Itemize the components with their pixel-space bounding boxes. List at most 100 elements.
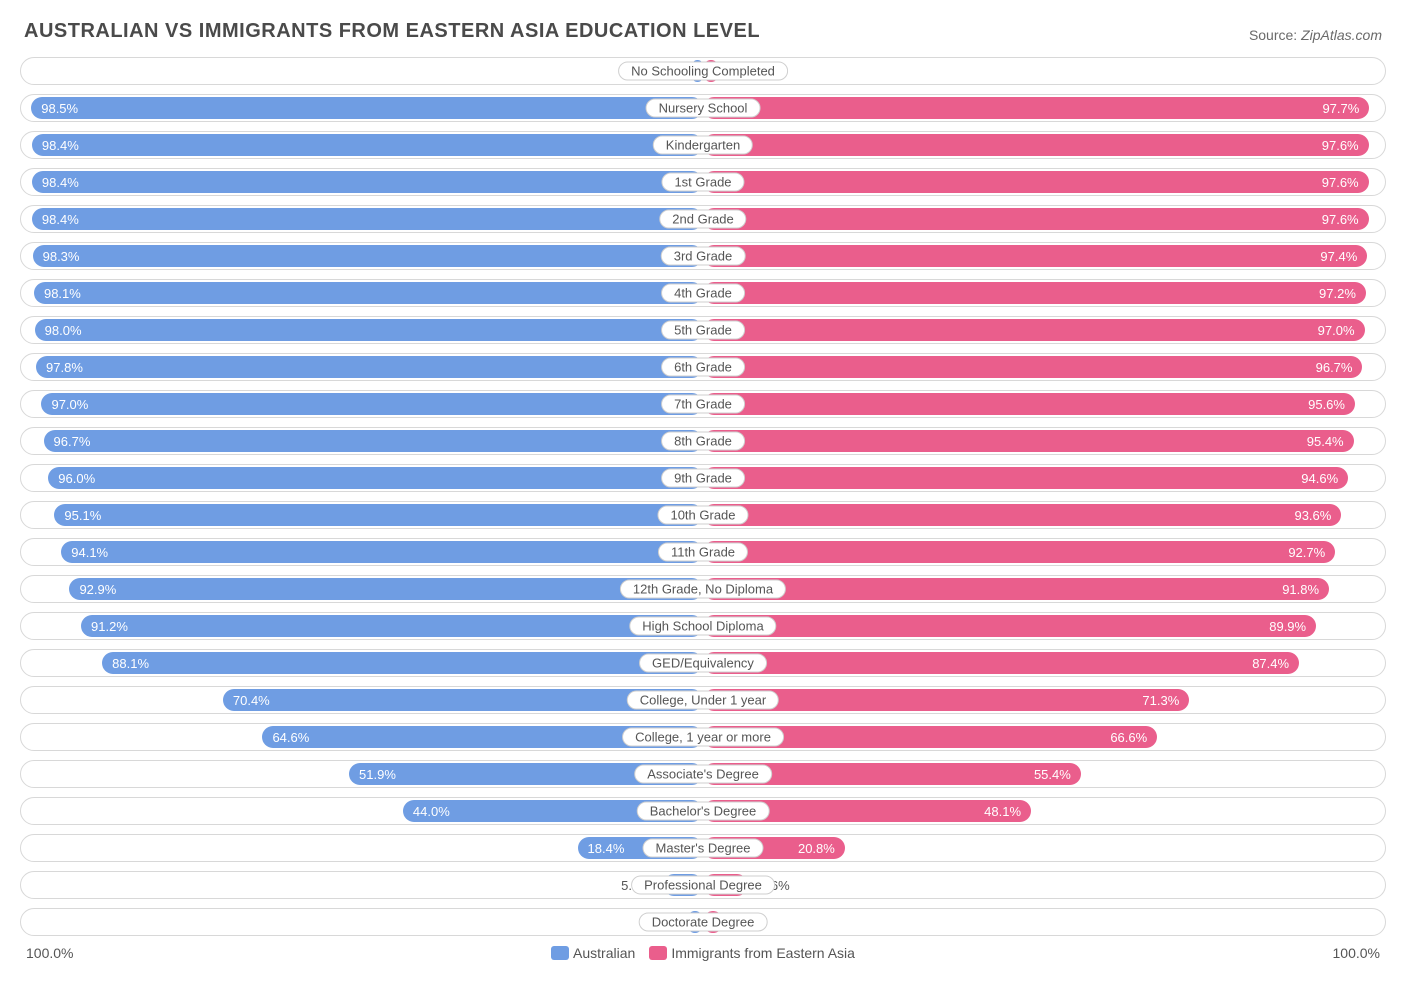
chart-row: 97.0%95.6%7th Grade: [20, 390, 1386, 418]
bar-left: 96.7%: [44, 430, 703, 452]
bar-right: 95.6%: [703, 393, 1355, 415]
bar-right-value: 94.6%: [1291, 471, 1348, 486]
bar-left-value: 18.4%: [578, 841, 635, 856]
category-label: Nursery School: [646, 99, 761, 118]
chart-row: 98.3% 97.4% 3rd Grade: [20, 242, 1386, 270]
bar-left-value: 98.1%: [34, 286, 91, 301]
bar-right: 95.4%: [703, 430, 1354, 452]
chart-row: 97.8% 96.7%6th Grade: [20, 353, 1386, 381]
source-label: Source:: [1249, 27, 1297, 43]
bar-right: 97.7%: [703, 97, 1369, 119]
bar-right: 96.7%: [703, 356, 1362, 378]
chart-row: 91.2% 89.9% High School Diploma: [20, 612, 1386, 640]
bar-right-value: 97.7%: [1312, 101, 1369, 116]
category-label: 4th Grade: [661, 284, 745, 303]
bar-right-value: 97.6%: [1312, 138, 1369, 153]
bar-right-value: 97.0%: [1308, 323, 1365, 338]
chart-header: AUSTRALIAN VS IMMIGRANTS FROM EASTERN AS…: [20, 20, 1386, 43]
category-label: 5th Grade: [661, 321, 745, 340]
legend-label-left: Australian: [573, 945, 635, 961]
chart-row: 5.9%6.6%Professional Degree: [20, 871, 1386, 899]
category-label: 1st Grade: [661, 173, 744, 192]
category-label: 11th Grade: [658, 543, 748, 562]
category-label: College, 1 year or more: [622, 728, 784, 747]
bar-right: 97.6%: [703, 134, 1369, 156]
category-label: No Schooling Completed: [618, 62, 788, 81]
bar-left-value: 70.4%: [223, 693, 280, 708]
chart-row: 96.0%94.6%9th Grade: [20, 464, 1386, 492]
chart-row: 18.4%20.8%Master's Degree: [20, 834, 1386, 862]
category-label: 7th Grade: [661, 395, 745, 414]
bar-right-value: 97.2%: [1309, 286, 1366, 301]
chart-axis: 100.0% Australian Immigrants from Easter…: [20, 945, 1386, 961]
bar-right-value: 87.4%: [1242, 656, 1299, 671]
legend-swatch-left: [551, 946, 569, 960]
bar-right-value: 71.3%: [1132, 693, 1189, 708]
bar-left: 95.1%: [54, 504, 703, 526]
chart-row: 2.4%3.0%Doctorate Degree: [20, 908, 1386, 936]
bar-left-value: 51.9%: [349, 767, 406, 782]
bar-right: 91.8%: [703, 578, 1329, 600]
bar-left: 98.5%: [31, 97, 703, 119]
bar-right: 97.6%: [703, 208, 1369, 230]
bar-right-value: 91.8%: [1272, 582, 1329, 597]
legend-item-right: Immigrants from Eastern Asia: [649, 945, 855, 961]
bar-left-value: 96.0%: [48, 471, 105, 486]
bar-left: 98.4%: [32, 171, 703, 193]
chart-row: 96.7% 95.4% 8th Grade: [20, 427, 1386, 455]
legend-label-right: Immigrants from Eastern Asia: [671, 945, 855, 961]
bar-right-value: 97.6%: [1312, 175, 1369, 190]
category-label: 2nd Grade: [659, 210, 746, 229]
chart-row: 51.9%55.4%Associate's Degree: [20, 760, 1386, 788]
bar-left-value: 98.0%: [35, 323, 92, 338]
bar-left: 98.3%: [33, 245, 703, 267]
bar-left: 97.8%: [36, 356, 703, 378]
bar-right: 97.2%: [703, 282, 1366, 304]
bar-left: 96.0%: [48, 467, 703, 489]
bar-right-value: 97.4%: [1310, 249, 1367, 264]
bar-right: 94.6%: [703, 467, 1348, 489]
bar-left-value: 94.1%: [61, 545, 118, 560]
bar-right-value: 95.4%: [1297, 434, 1354, 449]
category-label: GED/Equivalency: [639, 654, 767, 673]
bar-right-value: 55.4%: [1024, 767, 1081, 782]
category-label: Kindergarten: [653, 136, 753, 155]
chart-row: 98.4% 97.6%2nd Grade: [20, 205, 1386, 233]
bar-left: 98.0%: [35, 319, 703, 341]
chart-row: 98.5% 97.7% Nursery School: [20, 94, 1386, 122]
category-label: Doctorate Degree: [639, 913, 768, 932]
bar-left-value: 88.1%: [102, 656, 159, 671]
bar-left-value: 98.5%: [31, 101, 88, 116]
bar-left: 94.1%: [61, 541, 703, 563]
category-label: 12th Grade, No Diploma: [620, 580, 786, 599]
category-label: 3rd Grade: [661, 247, 746, 266]
category-label: Bachelor's Degree: [637, 802, 770, 821]
chart-row: 92.9% 91.8% 12th Grade, No Diploma: [20, 575, 1386, 603]
category-label: High School Diploma: [629, 617, 776, 636]
bar-right: 89.9%: [703, 615, 1316, 637]
bar-left-value: 92.9%: [69, 582, 126, 597]
chart-legend: Australian Immigrants from Eastern Asia: [551, 945, 855, 961]
bar-left-value: 97.8%: [36, 360, 93, 375]
bar-right: 97.6%: [703, 171, 1369, 193]
chart-title: AUSTRALIAN VS IMMIGRANTS FROM EASTERN AS…: [24, 20, 760, 43]
bar-left: 98.1%: [34, 282, 703, 304]
source-value: ZipAtlas.com: [1301, 27, 1382, 43]
axis-left-max: 100.0%: [26, 945, 73, 961]
bar-right: 97.0%: [703, 319, 1365, 341]
chart-row: 94.1% 92.7%11th Grade: [20, 538, 1386, 566]
category-label: 6th Grade: [661, 358, 745, 377]
bar-left: 88.1%: [102, 652, 703, 674]
bar-left-value: 98.4%: [32, 212, 89, 227]
bar-right-value: 66.6%: [1100, 730, 1157, 745]
chart-row: 88.1% 87.4% GED/Equivalency: [20, 649, 1386, 677]
bar-right-value: 89.9%: [1259, 619, 1316, 634]
chart-row: 98.4% 97.6% Kindergarten: [20, 131, 1386, 159]
chart-row: 1.6%2.4%No Schooling Completed: [20, 57, 1386, 85]
category-label: 8th Grade: [661, 432, 745, 451]
bar-left-value: 98.4%: [32, 138, 89, 153]
bar-left: 91.2%: [81, 615, 703, 637]
bar-right: 92.7%: [703, 541, 1335, 563]
diverging-bar-chart: 1.6%2.4%No Schooling Completed 98.5% 97.7%…: [20, 57, 1386, 936]
bar-left: 98.4%: [32, 208, 703, 230]
